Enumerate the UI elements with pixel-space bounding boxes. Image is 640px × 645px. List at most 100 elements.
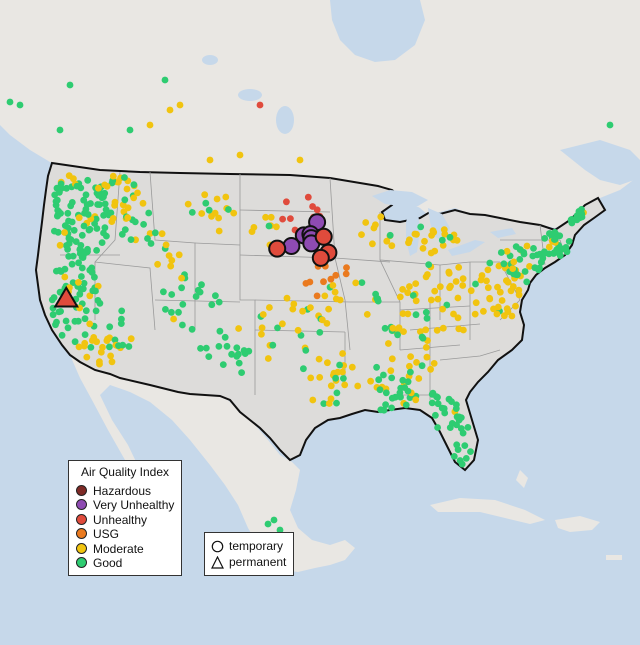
monitor-dot [458,460,466,468]
monitor-dot [91,273,98,281]
monitor-dot [464,424,472,431]
monitor-dot [283,198,290,206]
monitor-dot [498,297,506,304]
monitor-dot [320,278,327,286]
monitor-dot [372,221,379,229]
monitor-dot [369,240,376,248]
monitor-dot [471,310,479,318]
monitor-dot [422,326,430,334]
monitor-dot [215,227,223,235]
monitor-dot [205,206,213,214]
monitor-dot [376,386,384,394]
monitor-dot [606,121,614,129]
monitor-dot [480,307,487,315]
monitor-dot [219,361,227,368]
monitor-dot [84,211,92,218]
monitor-dot [57,308,64,315]
monitor-dot [394,331,401,339]
monitor-dot [205,353,213,360]
monitor-dot [192,293,200,300]
monitor-dot [146,121,154,129]
monitor-dot [79,285,87,293]
monitor-dot [262,213,269,221]
monitor-dot [362,219,370,226]
monitor-dot [440,226,448,234]
monitor-dot [461,442,469,449]
monitor-dot [321,292,329,300]
monitor-dot [443,301,451,309]
monitor-dot [500,260,508,268]
monitor-dot [176,101,184,109]
monitor-dot [115,342,122,349]
monitor-dot [67,202,75,210]
monitor-dot [440,405,448,412]
monitor-dot [87,344,95,351]
monitor-dot [388,404,395,412]
monitor-dot [417,328,424,335]
monitor-dot [96,358,103,366]
monitor-dot [267,213,275,221]
monitor-dot [53,196,61,204]
monitor-dot [178,284,186,292]
monitor-dot [453,421,460,429]
monitor-dot [81,331,89,338]
monitor-dot [316,374,324,381]
large-monitor-triangle [53,285,79,308]
monitor-dot [125,343,133,350]
monitor-dot [380,371,387,379]
monitor-dot [459,282,467,289]
monitor-dot [467,448,474,455]
monitor-dot [63,184,70,192]
monitor-dot [385,340,392,347]
monitor-dot [58,331,66,339]
monitor-dot [76,290,84,298]
large-monitor-circle [268,239,287,258]
monitor-dot [114,178,122,186]
monitor-dot [388,374,396,382]
monitor-dot [250,224,258,231]
monitor-dot [258,324,266,332]
monitor-dot [429,227,437,235]
monitor-dot [541,235,549,242]
monitor-dot [399,310,407,317]
monitor-dot [289,305,297,313]
monitor-dot [61,229,68,236]
monitor-dot [501,312,508,320]
monitor-dot [52,321,59,329]
monitor-dot [436,283,444,291]
gulf-stlawrence [560,140,640,185]
monitor-dot [215,343,223,350]
lake-superior [372,190,428,206]
legend-title: Air Quality Index [80,465,170,479]
monitor-dot [558,245,566,253]
monitor-dot [158,230,166,238]
monitor-dot [53,184,61,192]
aqi-legend: Air Quality Index Hazardous Very Unhealt… [68,460,182,576]
monitor-dot [388,394,396,402]
monitor-dot [161,76,169,84]
monitor-dot [188,325,196,333]
monitor-dot [274,324,281,332]
legend-swatch-usg [76,528,87,539]
monitor-dot [406,362,413,370]
monitor-dot [380,406,388,414]
monitor-dot [343,264,350,271]
monitor-dot [130,181,138,189]
monitor-dot [472,280,479,288]
monitor-dot [87,200,94,207]
legend-row-unhealthy: Unhealthy [76,512,147,527]
monitor-dot [230,209,238,217]
monitor-dot [419,245,427,252]
monitor-dot [332,295,340,303]
monitor-dot [64,209,72,217]
monitor-dot [53,267,60,275]
monitor-dot [64,224,72,232]
monitor-dot [307,374,315,382]
monitor-dot [127,236,135,244]
monitor-dot [434,400,442,408]
monitor-dot [545,243,553,251]
monitor-dot [332,374,339,382]
monitor-dot [233,344,241,352]
monitor-dot [95,184,102,192]
legend-label-hazardous: Hazardous [93,483,152,498]
